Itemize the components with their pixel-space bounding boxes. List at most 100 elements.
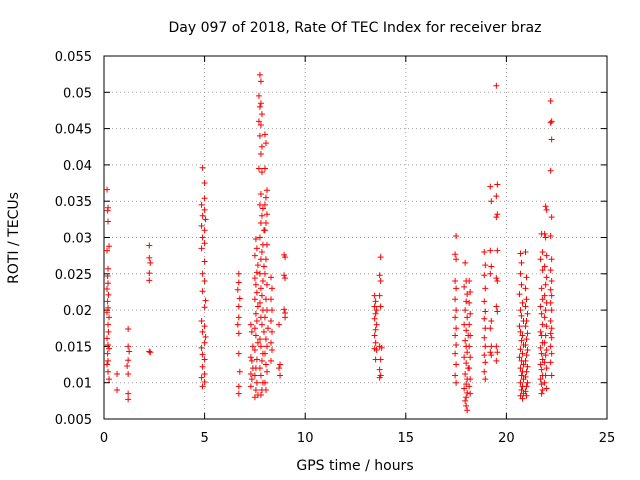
data-point	[376, 374, 383, 381]
data-point	[523, 336, 530, 343]
data-point	[267, 357, 274, 364]
data-point	[257, 372, 264, 379]
data-point	[517, 379, 524, 386]
data-point	[104, 207, 111, 214]
data-point	[146, 270, 153, 277]
data-point	[373, 347, 380, 354]
data-point	[262, 219, 269, 226]
data-point	[537, 344, 544, 351]
data-point	[105, 265, 112, 272]
data-point	[372, 339, 379, 346]
data-point	[538, 310, 545, 317]
data-point	[258, 143, 265, 150]
data-point	[104, 186, 111, 193]
data-point	[105, 280, 112, 287]
data-point	[147, 349, 154, 356]
data-point	[376, 272, 383, 279]
data-point	[371, 315, 378, 322]
data-point	[256, 336, 263, 343]
data-point	[548, 307, 555, 314]
data-point	[236, 368, 243, 375]
data-point	[541, 359, 548, 366]
data-point	[547, 343, 554, 350]
data-point	[522, 373, 529, 380]
data-point	[262, 256, 269, 263]
data-point	[114, 370, 121, 377]
y-tick-label: 0.02	[63, 304, 92, 319]
data-point	[276, 321, 283, 328]
data-points	[104, 71, 555, 414]
data-point	[147, 259, 154, 266]
data-point	[493, 357, 500, 364]
data-point	[452, 251, 459, 258]
data-point	[201, 304, 208, 311]
data-point	[548, 256, 555, 263]
data-point	[543, 347, 550, 354]
data-point	[547, 299, 554, 306]
data-point	[452, 296, 459, 303]
data-point	[523, 368, 530, 375]
data-point	[251, 275, 258, 282]
y-tick-label: 0.035	[55, 195, 92, 210]
data-point	[235, 303, 242, 310]
y-tick-label: 0.025	[55, 268, 92, 283]
data-point	[269, 347, 276, 354]
data-point	[482, 325, 489, 332]
data-point	[256, 365, 263, 372]
data-point	[538, 366, 545, 373]
data-point	[259, 278, 266, 285]
data-point	[463, 298, 470, 305]
data-point	[524, 363, 531, 370]
data-point	[262, 361, 269, 368]
data-point	[282, 254, 289, 261]
data-point	[452, 332, 459, 339]
data-point	[235, 279, 242, 286]
data-point	[267, 317, 274, 324]
data-point	[124, 363, 131, 370]
data-point	[464, 349, 471, 356]
data-point	[522, 249, 529, 256]
y-tick-label: 0.015	[55, 340, 92, 355]
data-point	[104, 309, 111, 316]
data-point	[252, 281, 259, 288]
data-point	[146, 348, 153, 355]
data-point	[251, 296, 258, 303]
data-point	[482, 308, 489, 315]
data-point	[542, 281, 549, 288]
data-point	[542, 307, 549, 314]
data-point	[539, 267, 546, 274]
data-point	[488, 263, 495, 270]
data-point	[251, 325, 258, 332]
data-point	[516, 323, 523, 330]
data-point	[464, 407, 471, 414]
grid-lines	[104, 56, 607, 419]
data-point	[377, 303, 384, 310]
plot-frame	[103, 55, 608, 420]
data-point	[252, 332, 259, 339]
chart-title: Day 097 of 2018, Rate Of TEC Index for r…	[169, 20, 542, 36]
data-point	[487, 247, 494, 254]
data-point	[201, 180, 208, 187]
data-point	[488, 198, 495, 205]
data-point	[261, 165, 268, 172]
data-point	[547, 167, 554, 174]
data-point	[261, 201, 268, 208]
data-point	[453, 307, 460, 314]
data-point	[487, 349, 494, 356]
data-point	[234, 321, 241, 328]
data-point	[548, 136, 555, 143]
data-point	[541, 263, 548, 270]
data-point	[258, 357, 265, 364]
data-point	[461, 354, 468, 361]
axis-ticks	[103, 55, 608, 420]
data-point	[539, 249, 546, 256]
data-point	[538, 390, 545, 397]
data-point	[125, 396, 132, 403]
data-point	[541, 230, 548, 237]
data-point	[537, 361, 544, 368]
data-point	[276, 365, 283, 372]
data-point	[461, 321, 468, 328]
data-point	[263, 241, 270, 248]
data-point	[542, 203, 549, 210]
